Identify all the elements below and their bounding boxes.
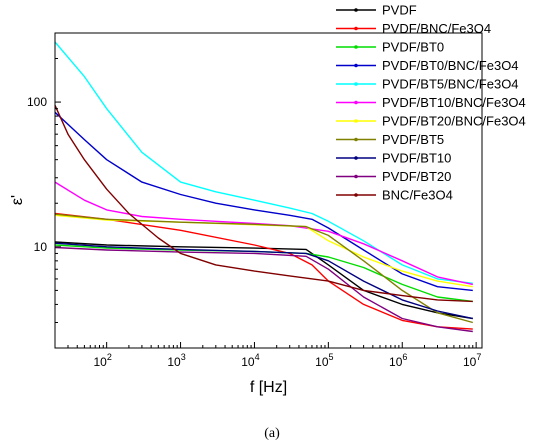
legend-label: PVDF/BT5/BNC/Fe3O4 bbox=[382, 77, 519, 92]
x-tick-label: 103 bbox=[167, 352, 185, 369]
x-axis-title: f [Hz] bbox=[250, 379, 287, 396]
series-line-8 bbox=[54, 213, 473, 324]
legend-marker bbox=[354, 119, 358, 123]
legend-label: PVDF/BT5 bbox=[382, 132, 444, 147]
series-line-11 bbox=[54, 105, 473, 303]
plot-area bbox=[54, 41, 473, 333]
x-tick-exponent: 7 bbox=[476, 352, 481, 362]
y-tick-label: 100 bbox=[27, 95, 47, 109]
legend-label: PVDF/BT10/BNC/Fe3O4 bbox=[382, 95, 526, 110]
legend-marker bbox=[354, 193, 358, 197]
x-tick-exponent: 3 bbox=[181, 352, 186, 362]
x-tick-exponent: 2 bbox=[107, 352, 112, 362]
series-line-2 bbox=[54, 212, 473, 330]
x-tick-exponent: 6 bbox=[402, 352, 407, 362]
legend-marker bbox=[354, 8, 358, 12]
plot-frame bbox=[54, 32, 483, 349]
figure-caption: (a) bbox=[264, 426, 280, 441]
y-axis: 10 100 bbox=[27, 32, 61, 349]
series-line-6 bbox=[54, 181, 473, 286]
legend-marker bbox=[354, 63, 358, 68]
legend: PVDF PVDF/BNC/Fe3O4 PVDF/BT0 PVDF/BT0/BNC/F… bbox=[336, 3, 526, 203]
legend-label: PVDF/BT0/BNC/Fe3O4 bbox=[382, 58, 519, 73]
legend-label: PVDF/BT20/BNC/Fe3O4 bbox=[382, 114, 526, 129]
series-line-3 bbox=[54, 244, 473, 303]
y-axis-title: ε' bbox=[9, 195, 26, 205]
legend-marker bbox=[354, 174, 358, 179]
x-tick-label: 105 bbox=[315, 352, 333, 369]
series-line-9 bbox=[54, 242, 473, 320]
legend-label: BNC/Fe3O4 bbox=[382, 188, 453, 203]
legend-label: PVDF/BT20 bbox=[382, 169, 451, 184]
y-tick-label: 10 bbox=[34, 240, 48, 254]
x-axis: 102 103 104 105 106 107 bbox=[54, 342, 481, 369]
series-line-10 bbox=[54, 246, 473, 333]
x-tick-label: 106 bbox=[389, 352, 407, 369]
legend-marker bbox=[354, 100, 358, 105]
legend-label: PVDF/BNC/Fe3O4 bbox=[382, 21, 491, 36]
legend-label: PVDF/BT0 bbox=[382, 40, 444, 55]
series-line-5 bbox=[54, 41, 473, 284]
legend-marker bbox=[354, 156, 358, 160]
legend-marker bbox=[354, 137, 358, 142]
legend-marker bbox=[354, 82, 358, 86]
legend-marker bbox=[354, 26, 358, 31]
x-tick-label: 107 bbox=[463, 352, 481, 369]
legend-label: PVDF/BT10 bbox=[382, 151, 451, 166]
series-line-4 bbox=[54, 111, 473, 292]
x-tick-label: 102 bbox=[93, 352, 111, 369]
legend-marker bbox=[354, 45, 358, 49]
legend-label: PVDF bbox=[382, 3, 417, 18]
x-tick-exponent: 5 bbox=[329, 352, 334, 362]
x-tick-exponent: 4 bbox=[255, 352, 260, 362]
x-tick-label: 104 bbox=[241, 352, 259, 369]
